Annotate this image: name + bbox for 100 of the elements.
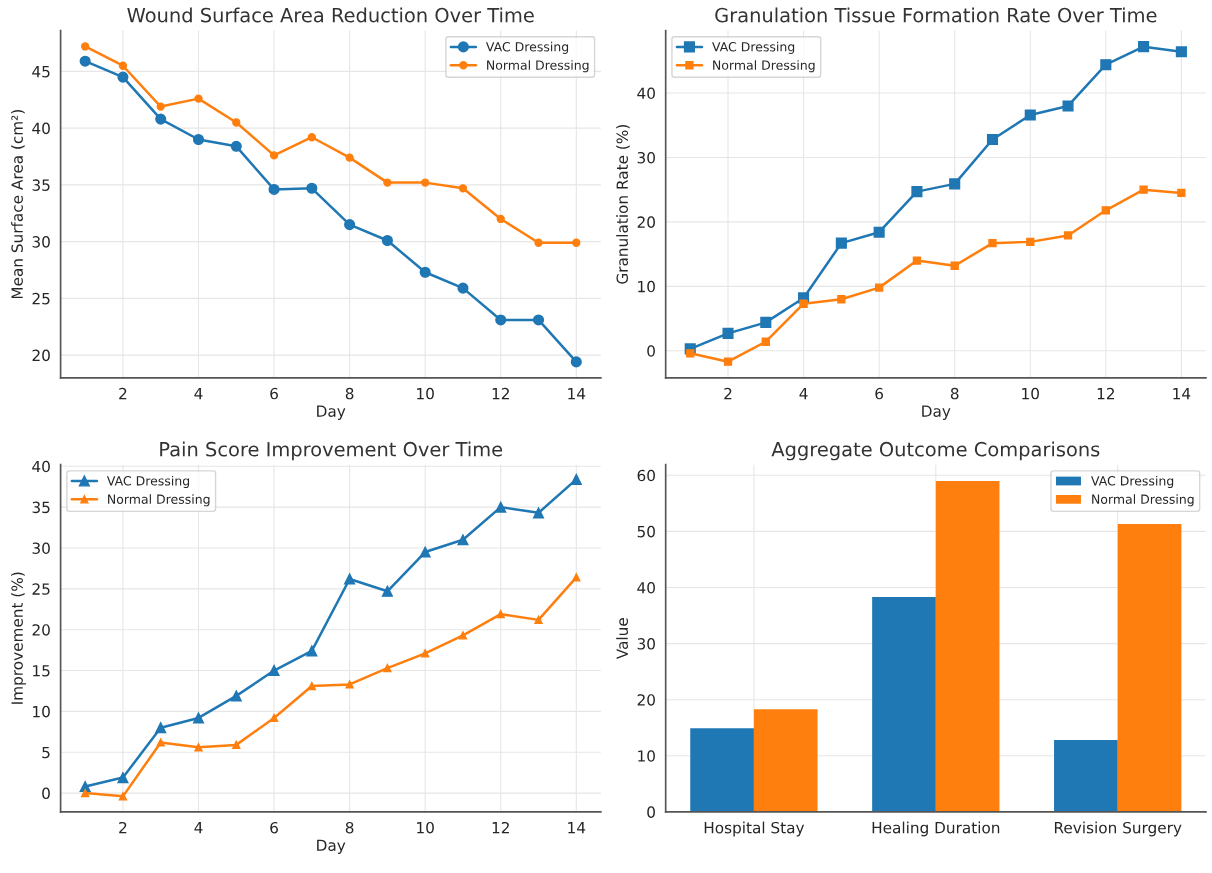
y-tick-label: 35 — [32, 179, 50, 191]
point — [1138, 41, 1150, 53]
point — [458, 631, 468, 640]
y-axis-title: Improvement (%) — [11, 572, 26, 704]
point — [192, 712, 205, 724]
legend-label: Normal Dressing — [108, 494, 210, 507]
point — [307, 133, 317, 142]
point — [570, 473, 582, 485]
point — [117, 71, 129, 83]
point — [268, 664, 280, 677]
point — [1139, 185, 1148, 194]
point — [192, 133, 205, 146]
x-tick-label: 6 — [270, 387, 278, 400]
point — [572, 573, 581, 582]
point — [230, 140, 242, 152]
x-tick-label: 8 — [345, 387, 354, 400]
x-tick-label: 4 — [799, 388, 808, 400]
x-tick-label: Revision Surgery — [1054, 821, 1182, 837]
x-axis-title: Day — [922, 405, 951, 420]
y-tick-label: 10 — [33, 705, 50, 718]
point — [269, 151, 279, 160]
point — [572, 238, 581, 247]
legend-label: VAC Dressing — [485, 41, 569, 54]
y-tick-label: 60 — [637, 469, 655, 482]
point — [345, 680, 354, 689]
point — [873, 226, 885, 238]
point — [80, 788, 90, 798]
point — [79, 55, 91, 67]
y-tick-label: 10 — [638, 750, 655, 762]
point — [949, 178, 961, 190]
point — [419, 266, 431, 278]
chart-title: Pain Score Improvement Over Time — [160, 441, 503, 461]
bar — [935, 480, 1000, 812]
point — [155, 722, 167, 734]
x-tick-label: 12 — [492, 821, 509, 834]
y-tick-label: 0 — [647, 345, 655, 357]
point — [986, 133, 999, 145]
legend-label: VAC Dressing — [712, 41, 795, 54]
x-tick-label: 10 — [417, 387, 434, 400]
y-tick-label: 30 — [637, 638, 655, 650]
point — [421, 178, 430, 187]
legend-label: Normal Dressing — [487, 60, 589, 73]
bar — [1054, 740, 1118, 812]
x-tick-label: 6 — [270, 821, 278, 834]
x-tick-label: 12 — [492, 387, 509, 400]
x-tick-label: 2 — [119, 821, 127, 834]
point — [457, 282, 469, 294]
point — [495, 314, 507, 326]
x-tick-label: Hospital Stay — [704, 821, 805, 837]
point — [723, 357, 733, 366]
x-tick-label: 8 — [950, 387, 959, 400]
point — [383, 178, 392, 187]
y-tick-label: 30 — [32, 236, 50, 248]
point — [874, 283, 884, 292]
y-tick-label: 40 — [32, 122, 50, 135]
point — [1063, 231, 1073, 240]
point — [232, 740, 241, 750]
legend-label: Normal Dressing — [713, 60, 815, 73]
point — [421, 649, 430, 658]
x-tick-label: 14 — [1173, 388, 1191, 400]
point — [1177, 188, 1186, 198]
point — [1026, 237, 1035, 247]
point — [495, 501, 507, 513]
point — [1062, 100, 1074, 112]
y-axis-title: Mean Surface Area (cm²) — [11, 110, 25, 299]
point — [1175, 46, 1187, 58]
y-tick-label: 15 — [33, 665, 50, 677]
point — [532, 507, 545, 519]
y-tick-label: 20 — [637, 694, 655, 706]
x-tick-label: 2 — [119, 387, 127, 400]
y-tick-label: 45 — [32, 66, 50, 78]
y-tick-label: 40 — [637, 581, 655, 594]
point — [79, 781, 91, 793]
x-tick-label: 2 — [724, 387, 732, 400]
bar — [690, 728, 754, 812]
point — [532, 314, 545, 326]
point — [458, 184, 468, 193]
y-tick-label: 10 — [638, 280, 655, 293]
point — [911, 186, 923, 198]
point — [80, 42, 90, 51]
legend-label: VAC Dressing — [106, 475, 190, 488]
y-tick-label: 30 — [637, 151, 655, 164]
point — [156, 102, 165, 111]
point — [118, 792, 128, 801]
y-tick-label: 40 — [32, 460, 50, 473]
point — [496, 609, 505, 619]
y-tick-label: 30 — [32, 542, 50, 554]
point — [306, 182, 318, 194]
point — [345, 153, 354, 162]
x-tick-label: 4 — [194, 822, 203, 834]
point — [1100, 59, 1112, 71]
point — [268, 183, 280, 195]
bar — [1117, 524, 1182, 812]
y-tick-label: 0 — [647, 806, 655, 818]
y-tick-label: 20 — [32, 349, 50, 362]
x-tick-label: 8 — [345, 821, 354, 834]
x-tick-label: 12 — [1097, 387, 1115, 400]
point — [799, 299, 808, 308]
point — [194, 94, 203, 103]
point — [381, 234, 393, 247]
